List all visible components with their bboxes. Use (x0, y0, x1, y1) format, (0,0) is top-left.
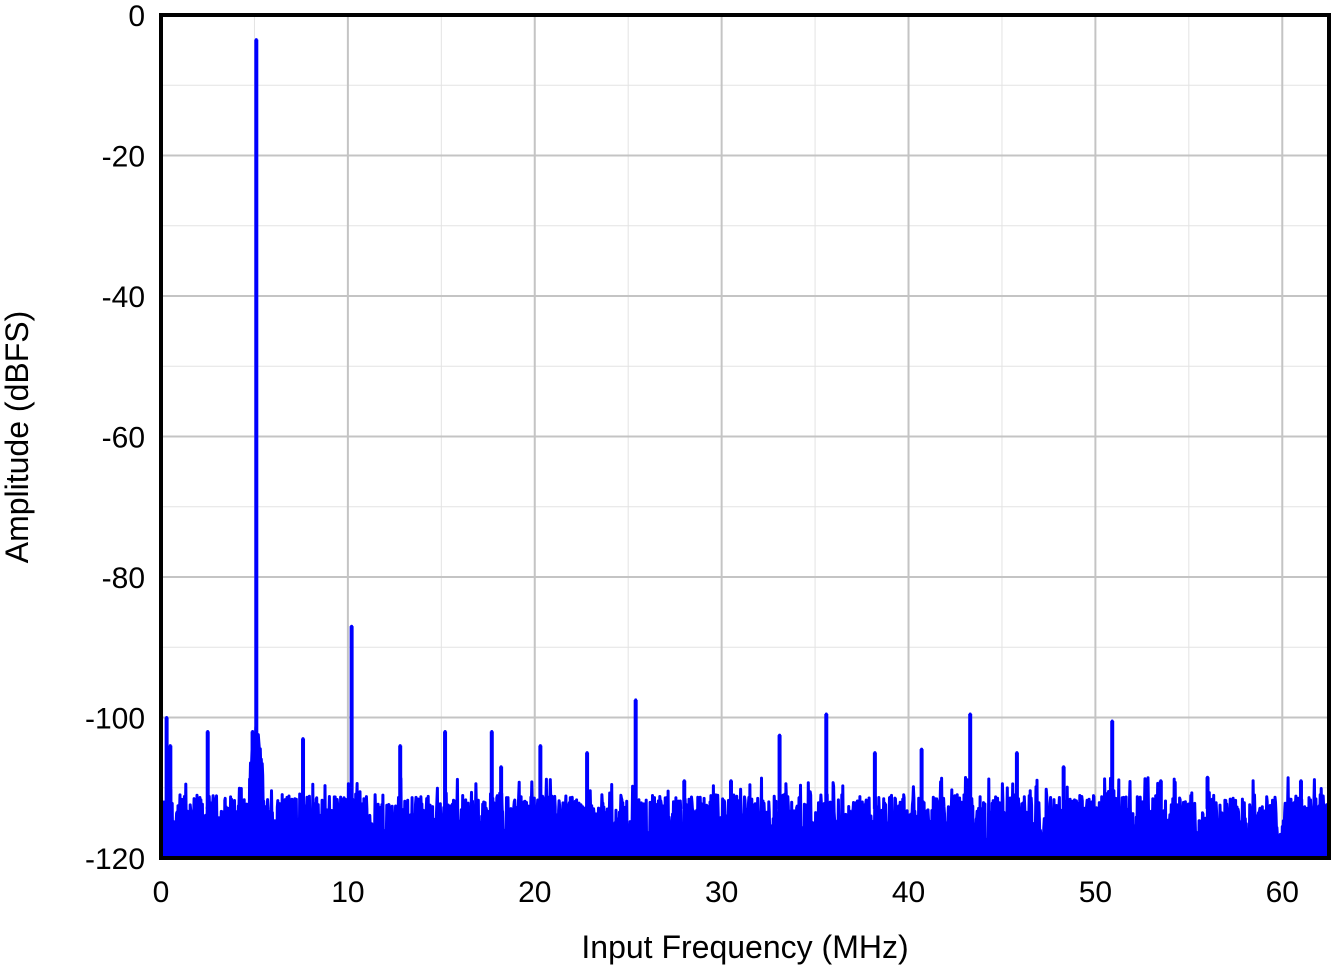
y-tick-label: -100 (85, 703, 145, 736)
y-tick-label: 0 (128, 0, 145, 33)
y-tick-label: -120 (85, 843, 145, 876)
x-tick-label: 40 (892, 876, 925, 909)
x-tick-label: 60 (1266, 876, 1299, 909)
x-tick-label: 50 (1079, 876, 1112, 909)
x-tick-label: 10 (331, 876, 364, 909)
x-axis-title: Input Frequency (MHz) (581, 929, 908, 965)
x-tick-label: 30 (705, 876, 738, 909)
y-tick-labels: 0 -20 -40 -60 -80 -100 -120 (85, 0, 145, 876)
x-tick-label: 20 (518, 876, 551, 909)
y-tick-label: -60 (102, 422, 145, 455)
y-tick-label: -80 (102, 562, 145, 595)
plot-frame (159, 13, 1331, 860)
y-axis-title: Amplitude (dBFS) (0, 311, 35, 564)
x-tick-label: 0 (153, 876, 170, 909)
y-tick-label: -40 (102, 281, 145, 314)
data-series (159, 38, 1331, 860)
spectrum-noise-floor (161, 39, 1329, 859)
spectrum-trace (159, 38, 1331, 860)
major-grid (161, 15, 1329, 858)
y-tick-label: -20 (102, 141, 145, 174)
x-tick-labels: 0 10 20 30 40 50 60 (153, 876, 1299, 909)
